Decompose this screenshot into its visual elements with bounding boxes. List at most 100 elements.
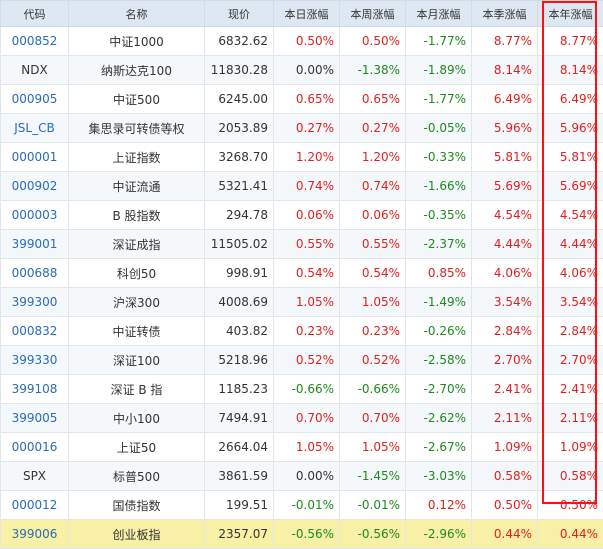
index-name-cell: 国债指数 — [69, 491, 205, 520]
index-name-cell: 深证成指 — [69, 230, 205, 259]
index-code-cell[interactable]: 000905 — [1, 85, 69, 114]
price-cell: 7494.91 — [205, 404, 274, 433]
day-change-cell: 0.00% — [274, 56, 340, 85]
month-change-cell: 0.12% — [406, 491, 472, 520]
index-name-cell: 上证指数 — [69, 143, 205, 172]
month-change-cell: -2.70% — [406, 375, 472, 404]
index-code-cell[interactable]: NDX — [1, 56, 69, 85]
column-header-code[interactable]: 代码 — [1, 1, 69, 27]
index-code-cell[interactable]: 399108 — [1, 375, 69, 404]
month-change-cell: -2.58% — [406, 346, 472, 375]
column-header-week-change[interactable]: 本周涨幅 — [340, 1, 406, 27]
quarter-change-cell: 1.09% — [472, 433, 538, 462]
quarter-change-cell: 5.69% — [472, 172, 538, 201]
index-code-cell[interactable]: 399330 — [1, 346, 69, 375]
quarter-change-cell: 2.11% — [472, 404, 538, 433]
day-change-cell: 1.05% — [274, 288, 340, 317]
column-header-day-change[interactable]: 本日涨幅 — [274, 1, 340, 27]
column-header-price[interactable]: 现价 — [205, 1, 274, 27]
month-change-cell: -2.62% — [406, 404, 472, 433]
quarter-change-cell: 8.77% — [472, 27, 538, 56]
index-code-cell[interactable]: 399006 — [1, 520, 69, 549]
week-change-cell: -0.56% — [340, 520, 406, 549]
quarter-change-cell: 4.44% — [472, 230, 538, 259]
index-code-cell[interactable]: 000016 — [1, 433, 69, 462]
index-name-cell: 标普500 — [69, 462, 205, 491]
day-change-cell: 0.52% — [274, 346, 340, 375]
index-code-cell[interactable]: 000001 — [1, 143, 69, 172]
column-header-quarter-change[interactable]: 本季涨幅 — [472, 1, 538, 27]
index-name-cell: 深证 B 指 — [69, 375, 205, 404]
month-change-cell: -3.03% — [406, 462, 472, 491]
week-change-cell: 0.50% — [340, 27, 406, 56]
month-change-cell: -1.66% — [406, 172, 472, 201]
column-header-year-change[interactable]: 本年涨幅 — [538, 1, 603, 27]
index-code-cell[interactable]: 399001 — [1, 230, 69, 259]
quarter-change-cell: 0.50% — [472, 491, 538, 520]
index-code-cell[interactable]: 000003 — [1, 201, 69, 230]
week-change-cell: -0.66% — [340, 375, 406, 404]
week-change-cell: -0.01% — [340, 491, 406, 520]
week-change-cell: 1.05% — [340, 288, 406, 317]
year-change-cell: 5.96% — [538, 114, 603, 143]
quarter-change-cell: 2.84% — [472, 317, 538, 346]
index-code-cell[interactable]: 000852 — [1, 27, 69, 56]
index-code-cell[interactable]: 399300 — [1, 288, 69, 317]
day-change-cell: -0.66% — [274, 375, 340, 404]
price-cell: 6832.62 — [205, 27, 274, 56]
index-code-cell[interactable]: JSL_CB — [1, 114, 69, 143]
quarter-change-cell: 5.81% — [472, 143, 538, 172]
price-cell: 5321.41 — [205, 172, 274, 201]
price-cell: 998.91 — [205, 259, 274, 288]
column-header-name[interactable]: 名称 — [69, 1, 205, 27]
week-change-cell: 0.55% — [340, 230, 406, 259]
quarter-change-cell: 4.54% — [472, 201, 538, 230]
index-code-cell[interactable]: 000012 — [1, 491, 69, 520]
year-change-cell: 0.58% — [538, 462, 603, 491]
month-change-cell: -1.77% — [406, 85, 472, 114]
year-change-cell: 4.06% — [538, 259, 603, 288]
index-code-cell[interactable]: 000832 — [1, 317, 69, 346]
index-name-cell: 中小100 — [69, 404, 205, 433]
day-change-cell: 0.55% — [274, 230, 340, 259]
index-code-cell[interactable]: 000688 — [1, 259, 69, 288]
index-name-cell: 沪深300 — [69, 288, 205, 317]
year-change-cell: 8.77% — [538, 27, 603, 56]
year-change-cell: 2.41% — [538, 375, 603, 404]
month-change-cell: -2.96% — [406, 520, 472, 549]
day-change-cell: 1.05% — [274, 433, 340, 462]
index-code-cell[interactable]: SPX — [1, 462, 69, 491]
quarter-change-cell: 2.70% — [472, 346, 538, 375]
column-header-month-change[interactable]: 本月涨幅 — [406, 1, 472, 27]
table-header-row: 代码 名称 现价 本日涨幅 本周涨幅 本月涨幅 本季涨幅 本年涨幅 — [1, 1, 603, 27]
day-change-cell: -0.56% — [274, 520, 340, 549]
year-change-cell: 5.81% — [538, 143, 603, 172]
month-change-cell: -1.89% — [406, 56, 472, 85]
month-change-cell: -1.49% — [406, 288, 472, 317]
index-code-cell[interactable]: 399005 — [1, 404, 69, 433]
year-change-cell: 5.69% — [538, 172, 603, 201]
price-cell: 5218.96 — [205, 346, 274, 375]
index-name-cell: 中证1000 — [69, 27, 205, 56]
year-change-cell: 2.70% — [538, 346, 603, 375]
index-name-cell: 科创50 — [69, 259, 205, 288]
index-code-cell[interactable]: 000902 — [1, 172, 69, 201]
